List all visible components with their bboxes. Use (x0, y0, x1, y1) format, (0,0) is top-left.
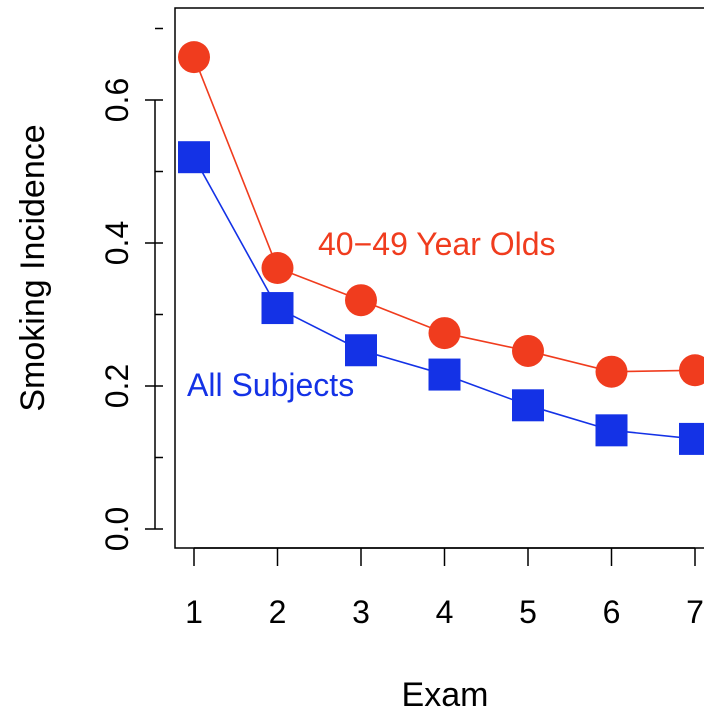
x-tick-label: 7 (686, 594, 704, 630)
data-point (428, 317, 461, 350)
y-tick-label: 0.4 (99, 221, 135, 265)
data-point (345, 284, 377, 317)
data-point (178, 41, 210, 74)
y-axis-label: Smoking Incidence (14, 124, 52, 411)
data-point (261, 252, 294, 285)
x-tick-label: 4 (436, 594, 454, 630)
x-tick-label: 2 (269, 594, 287, 630)
series-layer (178, 41, 704, 455)
series-0 (178, 41, 704, 388)
data-point (679, 354, 704, 387)
y-tick-label: 0.0 (99, 507, 135, 551)
y-tick-label: 0.2 (99, 364, 135, 408)
y-axis: 0.0 0.2 0.4 0.6 (99, 27, 163, 551)
y-tick-label: 0.6 (99, 78, 135, 122)
data-point (595, 414, 628, 447)
data-point (345, 334, 377, 367)
series-label: 40−49 Year Olds (318, 226, 556, 262)
data-point (178, 141, 210, 174)
data-point (595, 355, 628, 388)
data-point (512, 389, 544, 422)
data-point (428, 358, 461, 391)
plot-frame (174, 7, 704, 549)
series-label: All Subjects (187, 367, 354, 403)
x-axis: 1 2 3 4 5 6 7 (185, 547, 704, 630)
x-tick-label: 5 (519, 594, 537, 630)
data-point (679, 422, 704, 455)
x-axis-label: Exam (402, 676, 489, 713)
x-tick-label: 6 (603, 594, 621, 630)
x-tick-label: 1 (185, 594, 203, 630)
data-point (261, 292, 294, 325)
series-labels: 40−49 Year Olds All Subjects (187, 226, 556, 403)
x-tick-label: 3 (352, 594, 370, 630)
series-1 (178, 141, 704, 455)
data-point (512, 334, 544, 367)
